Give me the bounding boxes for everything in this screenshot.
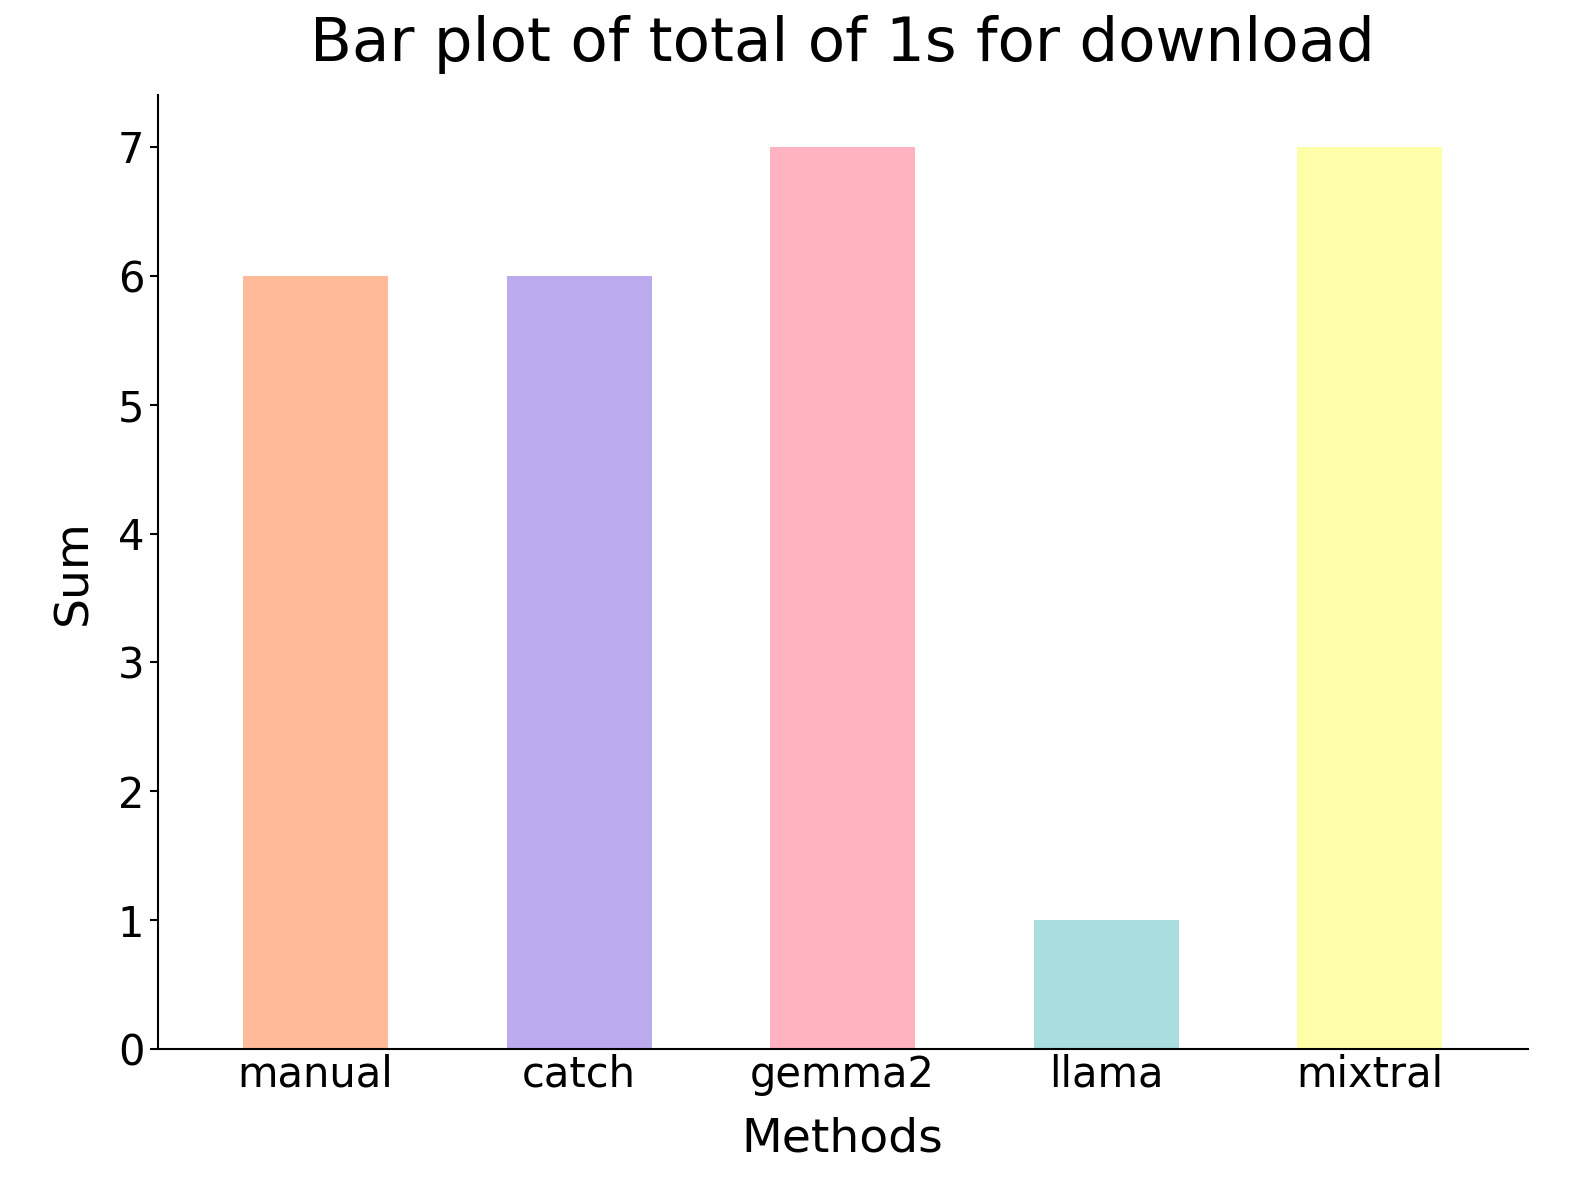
Bar bbox=[507, 275, 652, 1049]
Y-axis label: Sum: Sum bbox=[52, 520, 96, 625]
Bar bbox=[1033, 920, 1178, 1049]
Bar bbox=[770, 147, 915, 1049]
X-axis label: Methods: Methods bbox=[742, 1117, 943, 1162]
Bar bbox=[243, 275, 387, 1049]
Title: Bar plot of total of 1s for download: Bar plot of total of 1s for download bbox=[310, 14, 1375, 74]
Bar bbox=[1298, 147, 1443, 1049]
